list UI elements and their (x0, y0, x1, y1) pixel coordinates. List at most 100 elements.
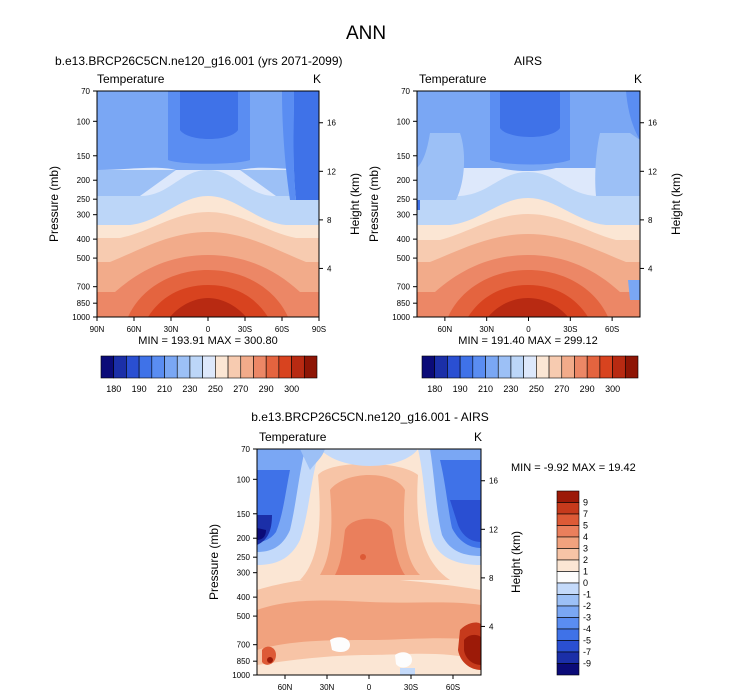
panel-airs-colorbar: 180 190 210 230 250 270 290 300 (421, 355, 639, 394)
height-tick-label: 12 (327, 167, 336, 176)
pressure-tick-label: 100 (77, 117, 91, 126)
colorbar-swatch (556, 628, 580, 641)
colorbar-label: 270 (233, 384, 248, 394)
latitude-tick-label: 90S (312, 325, 326, 334)
figure-title: ANN (346, 23, 386, 44)
pressure-tick-label: 700 (77, 283, 91, 292)
panel-model-axes: 70 100 150 200 250 300 400 500 700 850 1000 16 12 8 4 9… (72, 87, 336, 334)
pressure-tick-label: 850 (397, 299, 411, 308)
colorbar-swatch (265, 355, 280, 379)
pressure-tick-label: 250 (237, 553, 251, 562)
pressure-tick-label: 200 (237, 534, 251, 543)
colorbar-label: 3 (583, 544, 588, 554)
colorbar-swatch (434, 355, 448, 379)
colorbar-label: 290 (259, 384, 274, 394)
height-tick-label: 8 (327, 216, 332, 225)
colorbar-label: 250 (529, 384, 544, 394)
colorbar-label: 270 (554, 384, 569, 394)
height-tick-label: 16 (489, 477, 498, 486)
colorbar-label: 230 (503, 384, 518, 394)
colorbar-swatch (556, 559, 580, 572)
latitude-tick-label: 0 (526, 325, 531, 334)
colorbar-swatch (291, 355, 305, 379)
latitude-tick-label: 0 (367, 683, 372, 692)
colorbar-swatch (202, 355, 216, 379)
colorbar-swatch (497, 355, 512, 379)
panel-airs-field (417, 91, 640, 317)
pressure-tick-label: 70 (241, 445, 250, 454)
colorbar-label: 5 (583, 521, 588, 531)
colorbar-swatch (421, 355, 436, 379)
pressure-tick-label: 300 (77, 211, 91, 220)
height-tick-label: 4 (327, 264, 332, 273)
colorbar-swatch (561, 355, 575, 379)
colorbar-label: -7 (583, 647, 591, 657)
colorbar-label: -5 (583, 636, 591, 646)
colorbar-label: 1 (583, 567, 588, 577)
colorbar-label: 250 (208, 384, 223, 394)
height-tick-label: 8 (648, 216, 653, 225)
colorbar-label: -9 (583, 659, 591, 669)
panel-diff-title: b.e13.BRCP26C5CN.ne120_g16.001 - AIRS (251, 410, 489, 424)
colorbar-swatch (574, 355, 588, 379)
pressure-tick-label: 150 (237, 510, 251, 519)
colorbar-label: 190 (132, 384, 147, 394)
colorbar-swatch (556, 640, 580, 653)
colorbar-swatch (556, 594, 580, 607)
colorbar-swatch (472, 355, 486, 379)
pressure-tick-label: 200 (397, 176, 411, 185)
panel-airs-title: AIRS (514, 54, 542, 68)
colorbar-label: 0 (583, 578, 588, 588)
pressure-tick-label: 400 (237, 593, 251, 602)
latitude-tick-label: 30N (164, 325, 179, 334)
panel-model-y2label: Height (km) (348, 173, 362, 235)
latitude-tick-label: 30S (563, 325, 577, 334)
height-tick-label: 12 (489, 525, 498, 534)
panel-model-stats: MIN = 193.91 MAX = 300.80 (138, 335, 277, 347)
pressure-tick-label: 1000 (72, 313, 90, 322)
pressure-tick-label: 500 (397, 254, 411, 263)
pressure-tick-label: 200 (77, 176, 91, 185)
colorbar-swatch (176, 355, 191, 379)
colorbar-swatch (624, 355, 639, 379)
colorbar-swatch (485, 355, 499, 379)
colorbar-swatch (612, 355, 626, 379)
height-tick-label: 4 (648, 264, 653, 273)
colorbar-swatch (459, 355, 474, 379)
panel-airs-left-label: Temperature (419, 72, 487, 86)
panel-diff-units: K (474, 430, 482, 444)
cold-core-tropics (180, 91, 238, 139)
panel-airs-ylabel: Pressure (mb) (367, 166, 381, 242)
colorbar-label: 180 (106, 384, 121, 394)
colorbar-swatch (586, 355, 601, 379)
colorbar-swatch (253, 355, 267, 379)
colorbar-swatch (447, 355, 461, 379)
panel-diff-y2label: Height (km) (509, 531, 523, 593)
colorbar-swatch (126, 355, 140, 379)
colorbar-swatch (227, 355, 242, 379)
panel-model-ylabel: Pressure (mb) (47, 166, 61, 242)
panel-airs: AIRS Temperature K 70 100 150 200 250 300 400 5… (367, 54, 683, 394)
panel-model-field (97, 91, 319, 317)
pressure-tick-label: 70 (401, 87, 410, 96)
latitude-tick-label: 30S (238, 325, 252, 334)
pressure-tick-label: 100 (237, 475, 251, 484)
colorbar-label: -4 (583, 624, 591, 634)
panel-model-left-label: Temperature (97, 72, 165, 86)
colorbar-swatch (556, 663, 580, 676)
colorbar-label: -2 (583, 601, 591, 611)
colorbar-swatch (556, 582, 580, 595)
latitude-tick-label: 30N (320, 683, 335, 692)
colorbar-swatch (240, 355, 254, 379)
latitude-tick-label: 60N (278, 683, 293, 692)
panel-model-colorbar: 180 190 210 230 250 270 290 300 (100, 355, 318, 394)
colorbar-label: 210 (478, 384, 493, 394)
pressure-tick-label: 700 (237, 641, 251, 650)
colorbar-label: 300 (284, 384, 299, 394)
height-tick-label: 16 (327, 119, 336, 128)
colorbar-swatch (536, 355, 550, 379)
pressure-tick-label: 850 (237, 657, 251, 666)
pressure-tick-label: 400 (397, 235, 411, 244)
panel-diff-field (257, 449, 481, 675)
